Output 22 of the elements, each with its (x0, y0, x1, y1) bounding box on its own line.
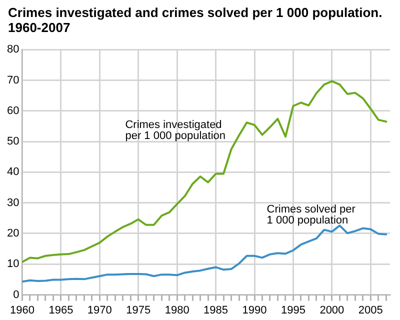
y-tick-label: 0 (13, 288, 20, 301)
y-tick-label: 30 (6, 196, 20, 209)
x-tick-label: 1965 (48, 304, 74, 316)
x-tick-label: 1990 (242, 304, 267, 316)
x-tick-label: 1970 (87, 304, 112, 316)
x-tick-label: 1975 (126, 304, 151, 316)
x-tick-label: 1995 (280, 304, 306, 316)
y-tick-label: 80 (6, 44, 20, 56)
x-tick-label: 1980 (164, 304, 190, 316)
y-tick-label: 70 (6, 74, 20, 86)
x-tick-label: 2000 (320, 304, 344, 316)
y-tick-label: 20 (6, 228, 20, 240)
y-tick-label: 10 (6, 258, 20, 270)
y-tick-label: 60 (6, 104, 20, 117)
y-tick-label: 40 (6, 166, 20, 178)
series-label: Crimes solved per 1 000 population (266, 204, 356, 227)
x-tick-label: 1985 (204, 304, 228, 316)
series-label: Crimes investigated per 1 000 population (125, 119, 226, 142)
y-tick-label: 50 (6, 136, 20, 148)
x-tick-label: 2005 (358, 304, 383, 316)
x-tick-label: 1960 (10, 304, 34, 316)
chart-title: Crimes investigated and crimes solved per 1 000 population. 1960-2007 (8, 5, 384, 35)
